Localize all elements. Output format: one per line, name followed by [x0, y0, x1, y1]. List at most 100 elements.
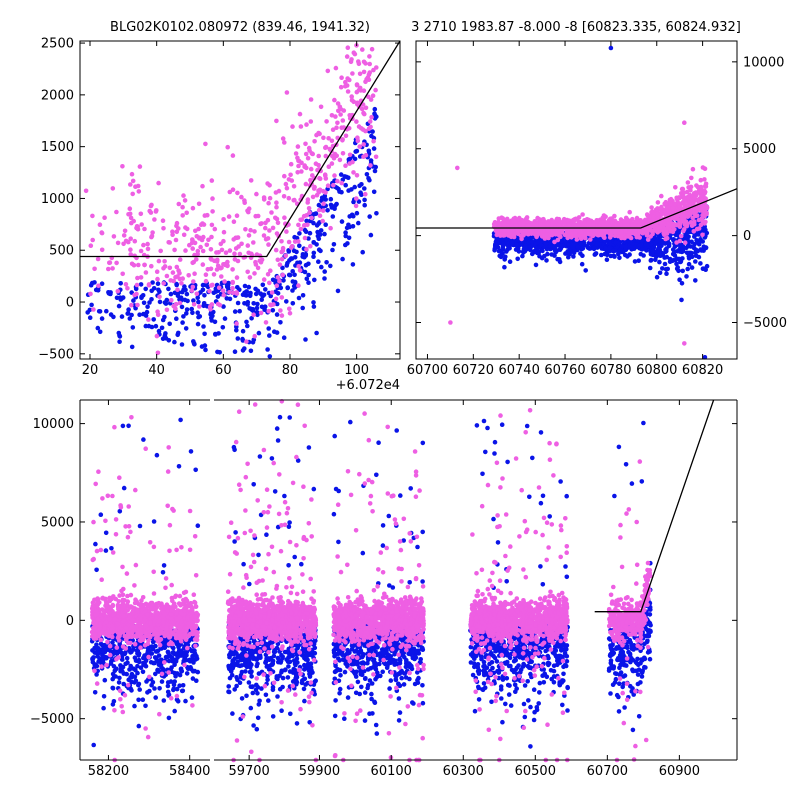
data-point — [135, 283, 140, 288]
data-point — [235, 275, 240, 280]
data-point — [318, 213, 323, 218]
data-point — [608, 217, 613, 222]
data-point — [172, 663, 177, 668]
data-point — [526, 240, 531, 245]
data-point — [664, 249, 669, 254]
data-point — [299, 169, 304, 174]
data-point — [291, 301, 296, 306]
data-point — [663, 262, 668, 267]
data-point — [357, 144, 362, 149]
data-point — [175, 655, 180, 660]
data-point — [668, 198, 673, 203]
data-point — [640, 221, 645, 226]
data-point — [306, 197, 311, 202]
data-point — [650, 232, 655, 237]
data-point — [224, 250, 229, 255]
x-tick-label: 60780 — [590, 363, 631, 378]
data-point — [566, 249, 571, 254]
data-point — [135, 303, 140, 308]
data-point — [267, 281, 272, 286]
data-point — [351, 262, 356, 267]
data-point — [371, 68, 376, 73]
data-point — [247, 233, 252, 238]
data-point — [320, 219, 325, 224]
data-point — [279, 239, 284, 244]
data-point — [613, 240, 618, 245]
data-point — [697, 218, 702, 223]
data-point — [136, 698, 141, 703]
data-point — [90, 281, 95, 286]
data-point — [196, 322, 201, 327]
data-point — [287, 240, 292, 245]
data-point — [262, 233, 267, 238]
data-point — [90, 648, 95, 653]
data-point — [309, 119, 314, 124]
data-point — [362, 203, 367, 208]
data-point — [126, 424, 131, 429]
data-point — [133, 239, 138, 244]
data-point — [321, 202, 326, 207]
data-point — [200, 184, 205, 189]
data-point — [221, 217, 226, 222]
data-point — [560, 244, 565, 249]
data-point — [183, 248, 188, 253]
data-point — [132, 263, 137, 268]
data-point — [279, 286, 284, 291]
data-point — [248, 275, 253, 280]
data-point — [247, 285, 252, 290]
data-point — [96, 284, 101, 289]
data-point — [244, 320, 249, 325]
data-point — [180, 342, 185, 347]
data-point — [512, 219, 517, 224]
data-point — [492, 222, 497, 227]
data-point — [96, 288, 101, 293]
data-point — [702, 188, 707, 193]
data-point — [285, 286, 290, 291]
data-point — [374, 211, 379, 216]
data-point — [242, 346, 247, 351]
data-point — [558, 235, 563, 240]
data-point — [623, 244, 628, 249]
data-point — [154, 324, 159, 329]
data-point — [555, 217, 560, 222]
data-point — [256, 214, 261, 219]
data-point — [294, 151, 299, 156]
data-point — [158, 249, 163, 254]
data-point — [94, 568, 99, 573]
data-point — [209, 247, 214, 252]
data-point — [162, 259, 167, 264]
data-point — [304, 152, 309, 157]
data-point — [657, 260, 662, 265]
data-point — [572, 223, 577, 228]
data-point — [508, 259, 513, 264]
data-point — [284, 299, 289, 304]
data-point — [591, 223, 596, 228]
data-point — [553, 248, 558, 253]
data-point — [249, 252, 254, 257]
data-point — [534, 223, 539, 228]
data-point — [361, 142, 366, 147]
data-point — [318, 188, 323, 193]
data-point — [683, 240, 688, 245]
data-point — [696, 206, 701, 211]
data-point — [89, 303, 94, 308]
data-point — [622, 219, 627, 224]
data-point — [339, 181, 344, 186]
data-point — [113, 674, 118, 679]
data-point — [657, 251, 662, 256]
data-point — [131, 666, 136, 671]
data-point — [692, 242, 697, 247]
data-point — [133, 674, 138, 679]
data-point — [199, 222, 204, 227]
data-point — [334, 202, 339, 207]
data-point — [566, 255, 571, 260]
data-point — [267, 333, 272, 338]
data-point — [623, 229, 628, 234]
data-point — [300, 306, 305, 311]
data-point — [234, 321, 239, 326]
data-point — [326, 136, 331, 141]
data-point — [328, 226, 333, 231]
data-point — [308, 244, 313, 249]
data-point — [287, 258, 292, 263]
data-point — [225, 145, 230, 150]
